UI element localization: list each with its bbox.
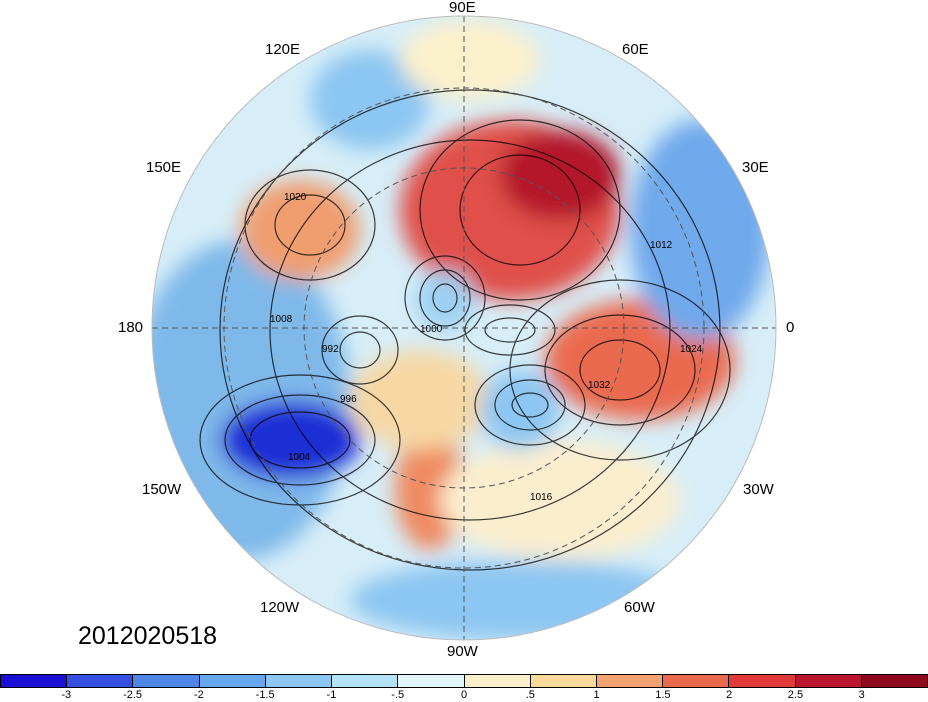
isobar-label: 1008	[270, 314, 293, 325]
colorbar-tick-label: 1	[593, 689, 600, 701]
colorbar-tick-label: -1	[326, 689, 337, 701]
lon-label-60w: 60W	[624, 599, 655, 616]
colorbar-tick-label: -.5	[391, 689, 405, 701]
colorbar-segment	[133, 675, 200, 687]
isobar-label: 996	[340, 394, 357, 405]
colorbar-segment	[729, 675, 796, 687]
colorbar-segment	[530, 675, 597, 687]
colorbar-tick-label: 2.5	[787, 689, 804, 701]
isobar-label: 1012	[650, 240, 673, 251]
colorbar-tick-label: 1.5	[655, 689, 671, 701]
lon-label-150e: 150E	[146, 159, 182, 176]
isobar-label: 1024	[680, 344, 703, 355]
colorbar	[0, 674, 928, 688]
colorbar-tick-label: 0	[460, 689, 468, 701]
lon-label-60e: 60E	[622, 41, 649, 58]
isobar-label: 1020	[284, 192, 307, 203]
colorbar-tick-label: -2.5	[123, 689, 143, 701]
isobar-label: 1004	[288, 452, 311, 463]
lon-label-90e: 90E	[449, 0, 476, 16]
colorbar-segment	[1, 675, 68, 687]
colorbar-segment	[596, 675, 664, 687]
colorbar-segment	[67, 675, 134, 687]
anomaly-field	[152, 16, 776, 640]
lon-label-180: 180	[118, 319, 144, 336]
lon-label-120e: 120E	[265, 41, 301, 58]
colorbar-tick-label: 3	[858, 689, 865, 701]
timestamp: 2012020518	[78, 622, 218, 650]
colorbar-segment	[663, 675, 730, 687]
isobar-label: 1032	[588, 380, 611, 391]
lon-label-30e: 30E	[742, 159, 769, 176]
lon-label-120w: 120W	[260, 599, 300, 616]
isobar-label: 1016	[530, 492, 553, 503]
colorbar-segment	[398, 675, 465, 687]
colorbar-tick-label: -2	[193, 689, 204, 701]
colorbar-segment	[464, 675, 531, 687]
colorbar-segment	[199, 675, 266, 687]
isobar-label: 1000	[420, 324, 443, 335]
lon-label-90w: 90W	[447, 643, 478, 660]
lon-label-30w: 30W	[743, 481, 774, 498]
colorbar-tick-label: -3	[61, 689, 72, 701]
colorbar-tick-label: -1.5	[255, 689, 275, 701]
lon-label-0: 0	[786, 319, 795, 336]
colorbar-tick-label: .5	[525, 689, 535, 701]
colorbar-segment	[265, 675, 333, 687]
colorbar-segment	[332, 675, 399, 687]
lon-label-150w: 150W	[142, 481, 182, 498]
colorbar-segment	[861, 675, 928, 687]
colorbar-segment	[795, 675, 862, 687]
colorbar-tick-label: 2	[726, 689, 733, 701]
isobar-label: 992	[322, 344, 339, 355]
